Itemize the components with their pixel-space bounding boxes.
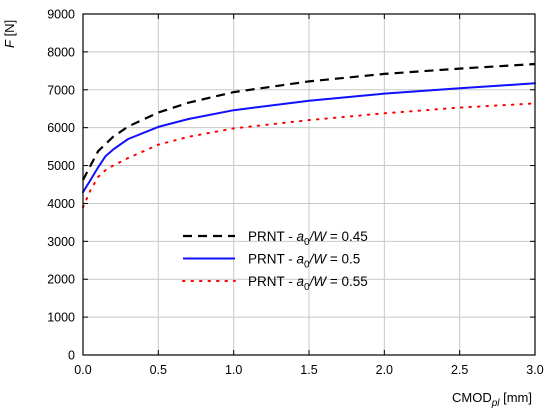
- x-axis-label: CMODpl [mm]: [452, 390, 532, 409]
- legend-label-2: PRNT - a0/W = 0.5: [248, 252, 360, 271]
- y-axis-label-unit: [N]: [2, 20, 17, 40]
- y-tick-label: 4000: [47, 197, 75, 211]
- y-tick-label: 6000: [47, 121, 75, 135]
- legend: PRNT - a0/W = 0.45 PRNT - a0/W = 0.5 PRNT …: [182, 229, 368, 293]
- x-tick-label: 1.5: [300, 363, 317, 377]
- x-tick-labels: 0.0 0.5 1.0 1.5 2.0 2.5 3.0: [74, 363, 543, 377]
- y-tick-label: 7000: [47, 83, 75, 97]
- x-tick-label: 0.0: [74, 363, 91, 377]
- x-axis-label-sub: pl: [491, 398, 501, 409]
- y-tick-label: 5000: [47, 159, 75, 173]
- x-axis-label-main: CMOD: [452, 390, 492, 405]
- y-axis-label: F [N]: [2, 20, 17, 48]
- series-line-3: [82, 102, 536, 209]
- tick-marks: [82, 13, 536, 356]
- legend-label-1: PRNT - a0/W = 0.45: [248, 229, 368, 248]
- y-tick-label: 1000: [47, 311, 75, 325]
- y-tick-label: 2000: [47, 273, 75, 287]
- x-tick-label: 0.5: [150, 363, 167, 377]
- y-tick-labels: 0 1000 2000 3000 4000 5000 6000 7000 8000 9000: [47, 8, 75, 363]
- x-tick-label: 3.0: [526, 363, 543, 377]
- y-tick-label: 9000: [47, 8, 75, 22]
- grid: [82, 13, 536, 356]
- y-axis-label-var: F: [2, 39, 17, 48]
- y-tick-label: 0: [68, 349, 75, 363]
- x-axis-label-unit: [mm]: [500, 390, 533, 405]
- x-tick-label: 2.5: [451, 363, 468, 377]
- series-line-1: [82, 62, 536, 181]
- y-tick-label: 3000: [47, 235, 75, 249]
- series-line-2: [82, 82, 536, 194]
- series-lines: [82, 62, 536, 209]
- legend-label-3: PRNT - a0/W = 0.55: [248, 274, 368, 293]
- y-tick-label: 8000: [47, 45, 75, 59]
- x-tick-label: 1.0: [225, 363, 242, 377]
- x-tick-label: 2.0: [376, 363, 393, 377]
